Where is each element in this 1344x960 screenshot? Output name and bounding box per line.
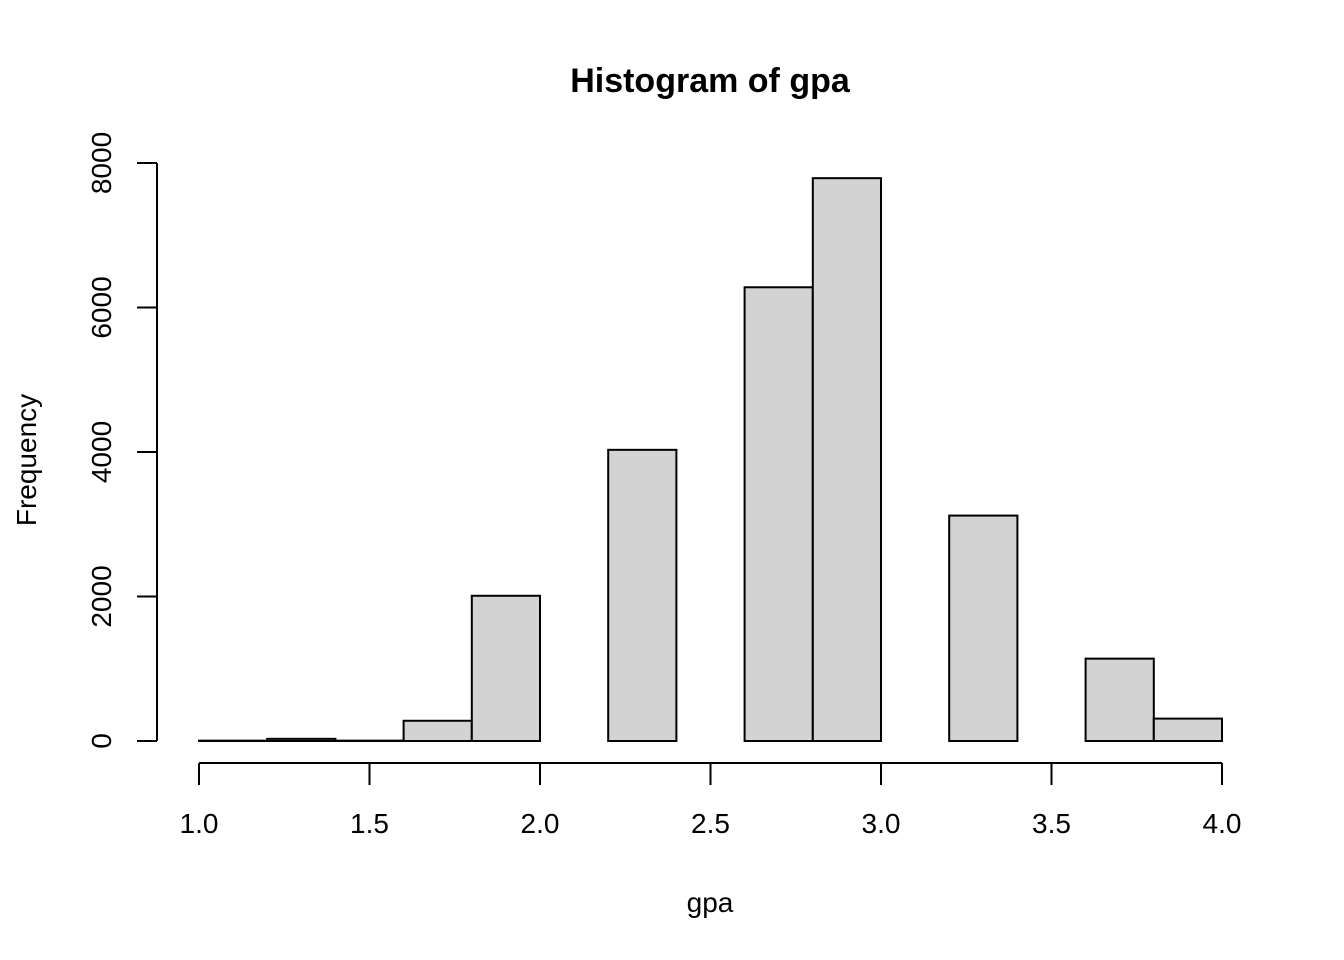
x-tick-label-2: 2.0	[521, 808, 560, 839]
x-axis-label: gpa	[687, 887, 734, 918]
bars-group	[198, 177, 1224, 743]
y-tick-label-0: 0	[86, 733, 117, 749]
histogram-bar-9	[811, 177, 882, 743]
x-tick-label-1: 1.5	[350, 808, 389, 839]
x-tick-label-4: 3.0	[862, 808, 901, 839]
histogram-bar-13	[1084, 657, 1155, 743]
x-axis: 1.0 1.5 2.0 2.5 3.0 3.5 4.0	[180, 762, 1242, 839]
y-tick-label-3: 6000	[86, 276, 117, 338]
y-tick-label-1: 2000	[86, 565, 117, 627]
histogram-bar-1	[266, 737, 337, 743]
histogram-bar-3	[402, 719, 473, 743]
y-axis: 0 2000 4000 6000 8000	[86, 132, 158, 749]
y-tick-label-4: 8000	[86, 132, 117, 194]
histogram-bar-8	[743, 286, 814, 742]
x-tick-label-0: 1.0	[180, 808, 219, 839]
x-tick-label-6: 4.0	[1203, 808, 1242, 839]
x-tick-label-3: 2.5	[691, 808, 730, 839]
chart-title: Histogram of gpa	[570, 62, 851, 100]
x-tick-label-5: 3.5	[1032, 808, 1071, 839]
histogram-bar-4	[470, 594, 541, 743]
histogram-bar-11	[948, 514, 1019, 743]
y-axis-label: Frequency	[11, 394, 42, 526]
histogram-bar-14	[1152, 717, 1224, 742]
histogram-bar-6	[607, 448, 678, 742]
y-tick-label-2: 4000	[86, 421, 117, 483]
